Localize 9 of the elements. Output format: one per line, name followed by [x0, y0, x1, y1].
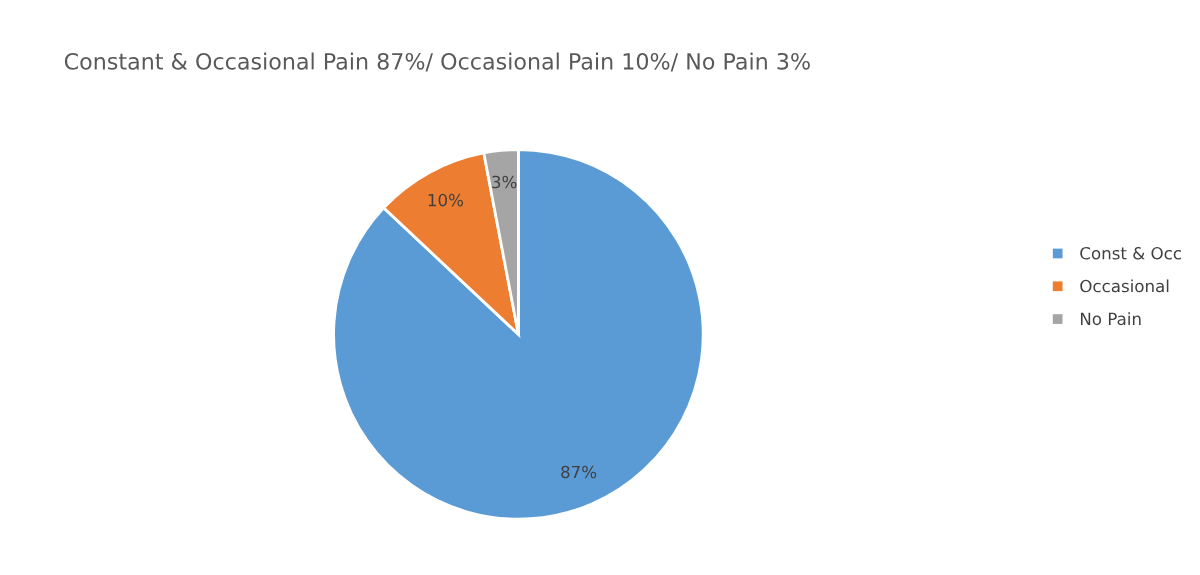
data-label: 3% — [492, 175, 517, 189]
pie-slice — [382, 151, 520, 336]
chart-title: Constant & Occasional Pain 87%/ Occasional Pain 10%/ No Pain 3% — [64, 52, 810, 72]
legend-label: No Pain — [1080, 312, 1141, 326]
legend-label: Occasional — [1080, 279, 1169, 293]
pie-slice — [332, 148, 705, 521]
data-label: 10% — [428, 193, 463, 207]
legend-label: Const & Occ — [1080, 246, 1181, 260]
data-label: 87% — [561, 465, 597, 479]
